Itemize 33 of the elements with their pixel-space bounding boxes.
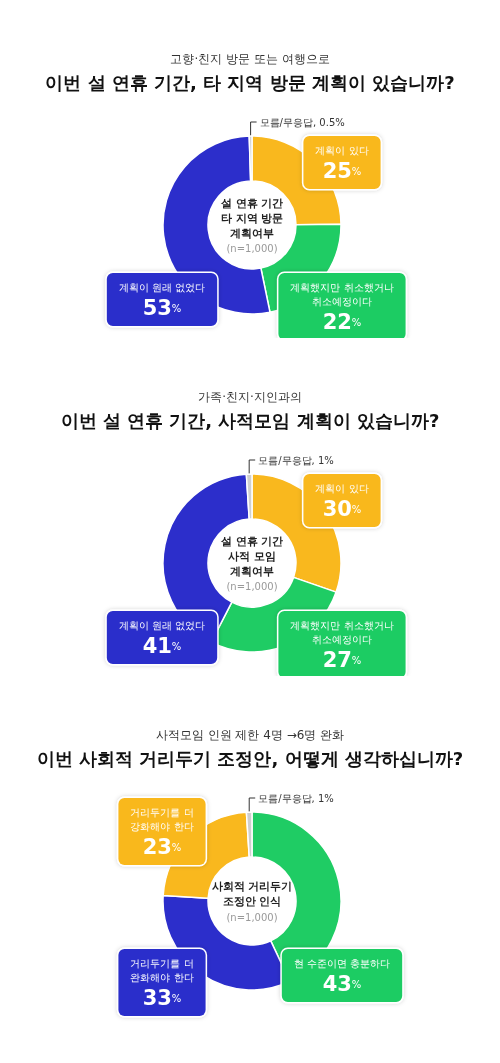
chart-subtitle: 고향·친지 방문 또는 여행으로 — [170, 52, 330, 66]
slice-label: 모름/무응답, 0.5% — [259, 116, 345, 128]
chart-title: 이번 설 연휴 기간, 타 지역 방문 계획이 있습니까? — [45, 71, 455, 93]
data-label: 30% — [322, 497, 362, 521]
slice-label: 거리두기를 더 완화해야 한다 — [130, 957, 194, 983]
slice-label: 계획했지만 취소했거나 취소예정이다 — [290, 619, 394, 645]
data-label: 53% — [142, 296, 182, 320]
chart-title: 이번 설 연휴 기간, 사적모임 계획이 있습니까? — [60, 409, 440, 431]
slice-label: 현 수준이면 충분하다 — [293, 957, 391, 969]
text: 사회적 거리두기 조정안 인식 — [211, 880, 293, 908]
chart-title: 이번 사회적 거리두기 조정안, 어떻게 생각하십니까? — [36, 747, 464, 769]
text: (n=1,000) — [226, 581, 278, 592]
text: (n=1,000) — [226, 243, 278, 254]
data-label: 27% — [322, 648, 362, 672]
slice-label: 계획이 원래 없었다 — [118, 281, 206, 293]
text: 설 연휴 기간 사적 모임 계획여부 — [219, 534, 284, 578]
slice-label: 계획이 있다 — [315, 144, 369, 156]
slice-label: 모름/무응답, 1% — [258, 792, 334, 804]
text: 설 연휴 기간 타 지역 방문 계획여부 — [219, 196, 284, 240]
chart-subtitle: 사적모임 인원 제한 4명 →6명 완화 — [155, 728, 345, 742]
slice-label: 거리두기를 더 강화해야 한다 — [130, 806, 194, 832]
data-label: 25% — [322, 159, 362, 183]
data-label: 43% — [322, 972, 362, 996]
data-label: 23% — [142, 835, 182, 859]
slice-label: 모름/무응답, 1% — [258, 454, 334, 466]
slice-label: 계획했지만 취소했거나 취소예정이다 — [290, 281, 394, 307]
text: (n=1,000) — [226, 911, 278, 923]
slice-label: 계획이 있다 — [315, 482, 369, 494]
chart-subtitle: 가족·친지·지인과의 — [198, 390, 302, 404]
data-label: 41% — [142, 634, 182, 658]
data-label: 22% — [322, 310, 362, 334]
slice-label: 계획이 원래 없었다 — [118, 619, 206, 631]
data-label: 33% — [142, 986, 182, 1010]
